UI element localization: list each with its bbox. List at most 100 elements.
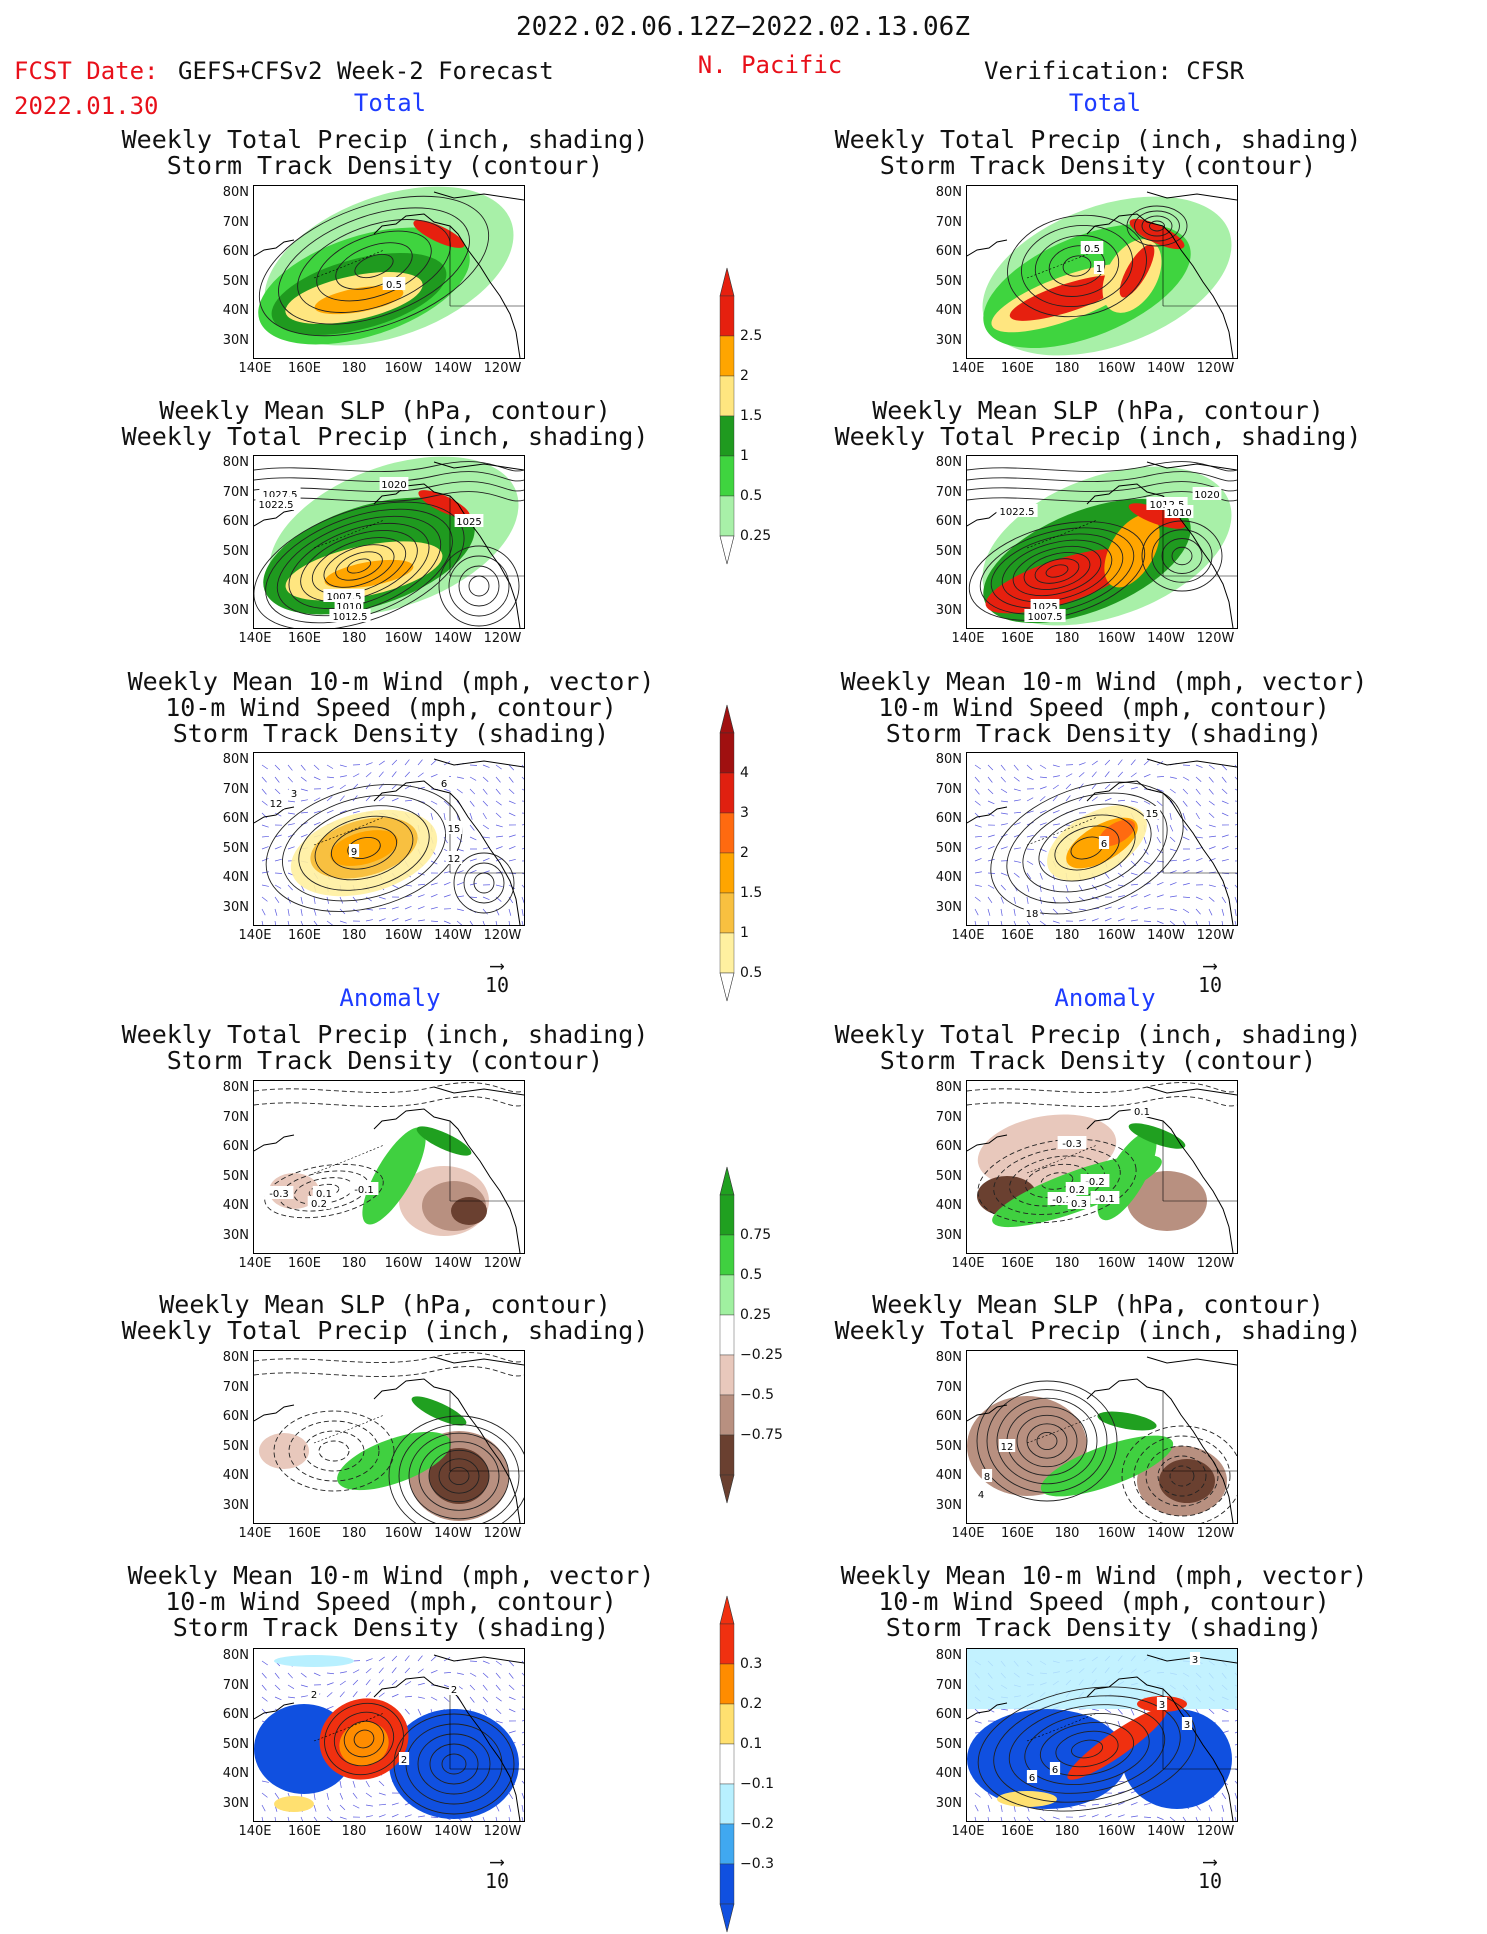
lon-tick-label: 180 bbox=[342, 362, 367, 376]
contour-label: 4 bbox=[978, 1490, 984, 1501]
contour-label: 6 bbox=[1029, 1773, 1035, 1784]
lon-tick-label: 180 bbox=[1055, 1257, 1080, 1271]
contour-label: -0.1 bbox=[354, 1185, 374, 1196]
lon-tick-label: 120W bbox=[1197, 1825, 1235, 1839]
colorbar-swatch bbox=[720, 376, 734, 416]
colorbar-label: 4 bbox=[740, 766, 749, 780]
lon-tick-label: 180 bbox=[1055, 1527, 1080, 1541]
lon-tick-label: 160W bbox=[1098, 1527, 1136, 1541]
lon-tick-label: 140W bbox=[434, 1527, 472, 1541]
title-l4: Weekly Total Precip (inch, shading)Storm… bbox=[122, 1022, 649, 1074]
contour-label: 0.2 bbox=[1069, 1185, 1085, 1196]
lat-tick-label: 50N bbox=[924, 842, 962, 856]
lat-tick-label: 50N bbox=[924, 1440, 962, 1454]
contour-label: 2 bbox=[451, 1685, 457, 1696]
lat-tick-label: 70N bbox=[211, 1381, 249, 1395]
lon-tick-label: 160W bbox=[385, 929, 423, 943]
region-label: N. Pacific bbox=[698, 52, 843, 78]
lat-tick-label: 40N bbox=[924, 871, 962, 885]
lon-tick-label: 180 bbox=[1055, 1825, 1080, 1839]
lon-tick-label: 120W bbox=[484, 632, 522, 646]
lat-tick-label: 80N bbox=[211, 456, 249, 470]
contour-label: 1007.5 bbox=[1028, 612, 1063, 623]
title-r6: Weekly Mean 10-m Wind (mph, vector)10-m … bbox=[841, 1563, 1368, 1641]
lon-tick-label: 160E bbox=[1001, 1257, 1034, 1271]
title-l2: Weekly Mean SLP (hPa, contour)Weekly Tot… bbox=[122, 398, 649, 450]
lon-tick-label: 180 bbox=[342, 1825, 367, 1839]
section-total-left: Total bbox=[354, 90, 426, 116]
lon-tick-label: 160W bbox=[385, 1257, 423, 1271]
lat-tick-label: 70N bbox=[924, 216, 962, 230]
colorbar-swatch bbox=[720, 1824, 734, 1864]
contour-line bbox=[469, 576, 489, 596]
lat-tick-label: 60N bbox=[924, 245, 962, 259]
colorbar-swatch bbox=[720, 1864, 734, 1904]
fcst-date-label: FCST Date: bbox=[14, 58, 159, 84]
lon-tick-label: 140W bbox=[1147, 1527, 1185, 1541]
lon-tick-label: 160E bbox=[288, 1825, 321, 1839]
contour-label: 8 bbox=[984, 1472, 990, 1483]
vector-ref-anom-left: ⟶10 bbox=[485, 1851, 509, 1891]
lat-tick-label: 40N bbox=[211, 871, 249, 885]
title-r3: Weekly Mean 10-m Wind (mph, vector)10-m … bbox=[841, 669, 1368, 747]
contour-line bbox=[459, 566, 499, 606]
lon-tick-label: 140E bbox=[951, 1257, 984, 1271]
contour-line bbox=[254, 1353, 524, 1363]
lat-tick-label: 80N bbox=[924, 1081, 962, 1095]
lat-tick-label: 60N bbox=[211, 1140, 249, 1154]
contour-label: 6 bbox=[441, 779, 447, 790]
model-label: GEFS+CFSv2 Week-2 Forecast bbox=[178, 58, 554, 84]
lat-tick-label: 30N bbox=[211, 1229, 249, 1243]
colorbar-label: 0.5 bbox=[740, 489, 762, 503]
lat-tick-label: 60N bbox=[211, 812, 249, 826]
contour-label: 2 bbox=[311, 1690, 317, 1701]
lon-tick-label: 140E bbox=[238, 632, 271, 646]
colorbar-swatch bbox=[720, 853, 734, 893]
title-r1: Weekly Total Precip (inch, shading)Storm… bbox=[835, 127, 1362, 179]
lat-tick-label: 70N bbox=[924, 1381, 962, 1395]
lon-tick-label: 120W bbox=[484, 1825, 522, 1839]
colorbar-swatch bbox=[720, 1435, 734, 1475]
lon-tick-label: 180 bbox=[1055, 929, 1080, 943]
section-anomaly-left: Anomaly bbox=[339, 985, 440, 1011]
contour-label: 15 bbox=[448, 824, 461, 835]
lat-tick-label: 30N bbox=[924, 1797, 962, 1811]
contour-label: -0.3 bbox=[269, 1189, 289, 1200]
colorbar-swatch bbox=[720, 1315, 734, 1355]
colorbar-label: 2 bbox=[740, 846, 749, 860]
lat-tick-label: 80N bbox=[924, 186, 962, 200]
colorbar-cap bbox=[720, 536, 734, 564]
colorbar-label: −0.25 bbox=[740, 1348, 783, 1362]
shading-blob bbox=[1159, 1459, 1215, 1503]
lon-tick-label: 120W bbox=[484, 929, 522, 943]
contour-label: 1012.5 bbox=[333, 612, 368, 623]
contour-label: -0.3 bbox=[1062, 1139, 1082, 1150]
contour-label: 1020 bbox=[381, 480, 406, 491]
lat-tick-label: 60N bbox=[211, 1708, 249, 1722]
fcst-date-value: 2022.01.30 bbox=[14, 93, 159, 119]
lon-tick-label: 140E bbox=[951, 632, 984, 646]
lat-tick-label: 40N bbox=[924, 1199, 962, 1213]
contour-label: 2 bbox=[401, 1755, 407, 1766]
colorbar-swatches bbox=[718, 1165, 742, 1505]
verification-label: Verification: CFSR bbox=[984, 58, 1244, 84]
vector-ref-total-right: ⟶10 bbox=[1198, 955, 1222, 995]
lat-tick-label: 80N bbox=[924, 1649, 962, 1663]
colorbar-label: 1.5 bbox=[740, 409, 762, 423]
contour-label: 0.1 bbox=[1134, 1107, 1150, 1118]
lat-tick-label: 80N bbox=[924, 753, 962, 767]
lat-tick-label: 60N bbox=[924, 515, 962, 529]
title-r4: Weekly Total Precip (inch, shading)Storm… bbox=[835, 1022, 1362, 1074]
lat-tick-label: 80N bbox=[924, 456, 962, 470]
colorbar-cap bbox=[720, 1904, 734, 1932]
colorbar-label: −0.3 bbox=[740, 1857, 774, 1871]
contour-line bbox=[967, 1083, 1237, 1093]
lat-tick-label: 40N bbox=[924, 304, 962, 318]
lon-tick-label: 180 bbox=[1055, 362, 1080, 376]
